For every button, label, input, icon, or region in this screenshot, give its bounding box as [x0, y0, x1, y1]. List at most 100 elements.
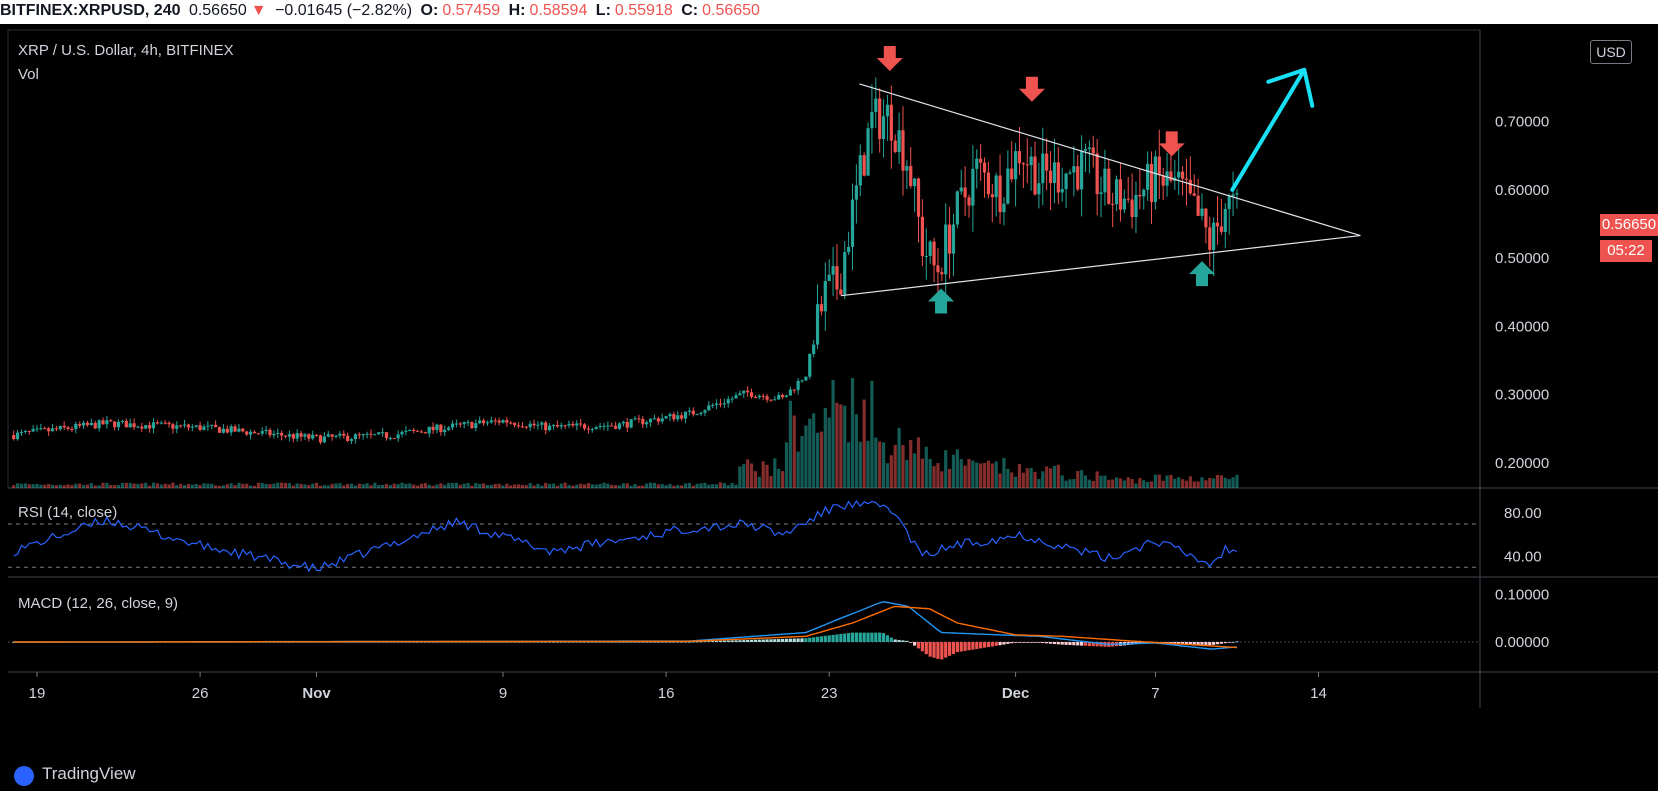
time-tick-label: 9: [499, 685, 507, 702]
macd-histogram-bar: [548, 641, 552, 643]
candle-body: [353, 434, 358, 440]
volume-bar: [303, 484, 307, 488]
macd-histogram-bar: [885, 635, 890, 642]
candle-body: [905, 166, 909, 171]
volume-bar: [47, 483, 51, 488]
macd-histogram-bar: [489, 641, 493, 643]
tradingview-logo-icon[interactable]: [14, 766, 34, 786]
volume-bar: [784, 442, 789, 488]
candle-body: [815, 304, 820, 345]
macd-histogram-bar: [563, 641, 567, 643]
close-value: 0.56650: [702, 2, 760, 19]
price-candles: [12, 77, 1239, 445]
candle-body: [1091, 147, 1095, 154]
candle-body: [998, 175, 1002, 213]
candle-body: [470, 422, 474, 429]
macd-histogram-bar: [847, 633, 851, 642]
macd-histogram-bar: [893, 639, 897, 642]
volume-bar: [74, 483, 78, 488]
macd-histogram-bar: [924, 642, 928, 655]
volume-bar: [843, 405, 847, 488]
volume-bar: [109, 484, 113, 488]
macd-histogram-bar: [1068, 642, 1072, 646]
candle-body: [439, 424, 443, 433]
macd-histogram-bar: [819, 636, 824, 642]
volume-bar: [175, 485, 179, 488]
macd-histogram-bar: [781, 638, 785, 642]
volume-bar: [120, 482, 125, 488]
volume-bar: [660, 483, 664, 488]
volume-bar: [82, 484, 86, 488]
macd-histogram-bar: [707, 641, 711, 642]
volume-bar: [58, 484, 62, 488]
macd-histogram-bar: [501, 641, 505, 643]
candle-body: [781, 394, 785, 398]
candle-body: [23, 430, 27, 432]
volume-bar: [489, 484, 493, 488]
candle-body: [738, 393, 742, 396]
volume-bar: [505, 483, 509, 488]
macd-histogram-bar: [462, 641, 466, 643]
volume-bar: [711, 484, 715, 488]
candle-body: [404, 430, 408, 432]
candle-body: [1188, 179, 1192, 194]
volume-bar: [470, 485, 474, 488]
resistance-down-arrow-icon: [1018, 76, 1045, 102]
macd-histogram-bar: [695, 641, 699, 643]
macd-histogram-bar: [660, 641, 664, 643]
volume-bar: [1060, 475, 1064, 488]
macd-histogram-bar: [1219, 642, 1224, 644]
volume-bar: [559, 483, 563, 488]
candle-body: [676, 415, 680, 420]
candle-body: [648, 418, 653, 423]
volume-bar: [637, 485, 641, 488]
symbol-label[interactable]: BITFINEX:XRPUSD, 240: [0, 2, 181, 19]
macd-histogram-bar: [443, 641, 447, 643]
volume-bar: [606, 483, 610, 488]
volume-bar: [1212, 478, 1216, 488]
volume-bar: [439, 483, 443, 488]
candle-body: [567, 423, 571, 426]
candle-body: [520, 426, 525, 428]
candle-body: [524, 426, 528, 428]
time-axis[interactable]: 19 26 Nov 9 16 23 Dec 7 14: [29, 672, 1327, 702]
candle-body: [722, 403, 726, 405]
candle-body: [237, 428, 241, 432]
macd-histogram-bar: [765, 639, 769, 642]
volume-bar: [1184, 480, 1189, 488]
volume-bar: [1130, 479, 1134, 488]
chart-canvas[interactable]: 0.20000 0.30000 0.40000 0.50000 0.60000 0.700…: [0, 24, 1658, 791]
volume-bar: [19, 483, 24, 488]
volume-bar: [478, 483, 482, 488]
currency-badge[interactable]: USD: [1590, 40, 1632, 64]
volume-bar: [1076, 471, 1080, 488]
candle-body: [431, 426, 435, 431]
candle-body: [295, 433, 299, 439]
volume-bar: [617, 485, 622, 488]
candle-body: [373, 434, 377, 436]
volume-bar: [979, 463, 983, 488]
macd-histogram-bar: [889, 637, 893, 642]
candle-body: [447, 427, 451, 430]
macd-histogram-bar: [1091, 642, 1095, 647]
volume-bar: [435, 484, 439, 488]
candle-body: [1212, 222, 1216, 250]
volume-bar: [501, 485, 505, 488]
volume-bar: [268, 484, 272, 488]
volume-bar: [847, 442, 851, 488]
brand-name[interactable]: TradingView: [42, 764, 136, 783]
volume-bar: [730, 482, 734, 488]
volume-bar: [392, 483, 396, 488]
macd-histogram-bar: [474, 641, 478, 643]
macd-histogram-bar: [827, 635, 831, 642]
candle-body: [1149, 163, 1154, 202]
volume-bar: [812, 413, 816, 488]
price-axis[interactable]: 0.20000 0.30000 0.40000 0.50000 0.60000 0.700…: [1495, 114, 1549, 473]
candle-body: [330, 434, 334, 437]
volume-bar: [326, 485, 330, 488]
volume-bar: [788, 400, 792, 488]
volume-bar: [676, 485, 680, 488]
candle-body: [777, 394, 781, 400]
candle-body: [582, 424, 587, 429]
volume-bar: [990, 463, 994, 488]
